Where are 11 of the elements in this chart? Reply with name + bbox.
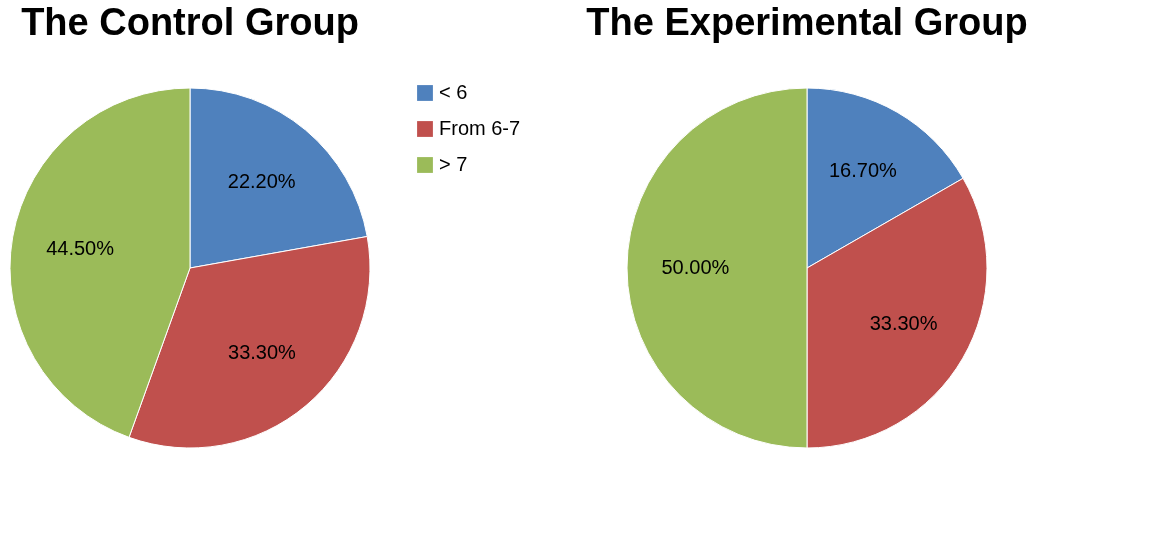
chart-title: The Experimental Group [586, 1, 1028, 43]
data-label: 33.30% [228, 341, 297, 364]
data-label: 50.00% [661, 256, 730, 278]
legend-label: From 6-7 [439, 117, 521, 139]
data-label: 22.20% [227, 170, 296, 193]
data-label: 44.50% [46, 236, 115, 259]
legend-label: < 6 [439, 81, 468, 103]
data-label: 16.70% [828, 159, 898, 182]
legend-label: > 7 [439, 153, 468, 175]
chart-title: The Control Group [21, 1, 359, 43]
data-label: 33.30% [869, 311, 938, 334]
